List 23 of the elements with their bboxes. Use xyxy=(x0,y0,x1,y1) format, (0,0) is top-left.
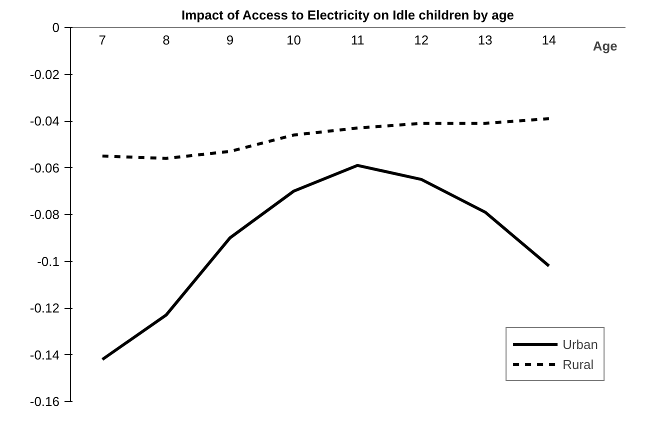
x-tick-label: 8 xyxy=(162,32,170,48)
y-tick-label: -0.02 xyxy=(30,66,60,82)
y-tick-label: 0 xyxy=(52,20,60,35)
y-tick-label: -0.12 xyxy=(30,300,60,316)
legend-label: Rural xyxy=(562,356,594,372)
legend-label: Urban xyxy=(562,336,598,352)
x-tick-label: 9 xyxy=(226,32,234,48)
line-series xyxy=(100,117,550,160)
x-tick-label: 11 xyxy=(350,32,364,48)
y-tick-label: -0.1 xyxy=(37,254,60,269)
y-tick-label: -0.06 xyxy=(30,160,60,176)
x-tick-label: 7 xyxy=(98,32,106,48)
line-series xyxy=(100,164,550,361)
y-tick-label: -0.14 xyxy=(30,347,60,362)
x-tick-label: 14 xyxy=(542,32,556,48)
x-tick-label: 12 xyxy=(414,32,429,48)
y-tick-label: -0.16 xyxy=(30,394,60,409)
y-tick-label: -0.04 xyxy=(30,114,60,128)
x-tick-label: 10 xyxy=(286,32,302,48)
x-tick-label: 13 xyxy=(478,32,492,48)
y-tick-label: -0.08 xyxy=(30,207,60,222)
chart-title: Impact of Access to Electricity on Idle children by age xyxy=(181,8,514,22)
x-axis-title: Age xyxy=(592,38,618,54)
